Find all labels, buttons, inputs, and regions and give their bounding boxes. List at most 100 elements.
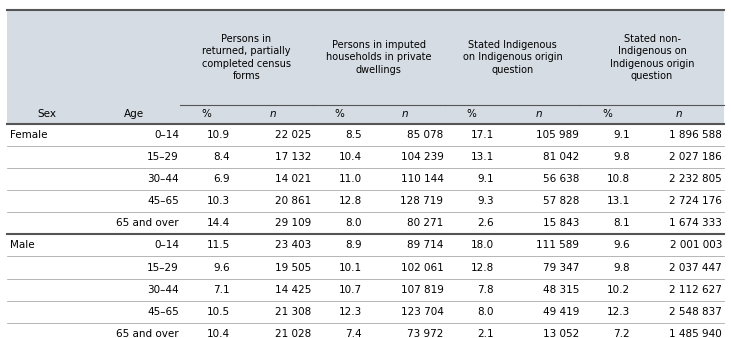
Text: 18.0: 18.0	[471, 240, 494, 250]
Text: 19 505: 19 505	[275, 263, 311, 272]
Text: 9.6: 9.6	[613, 240, 629, 250]
Text: 29 109: 29 109	[275, 218, 311, 228]
Text: 15–29: 15–29	[147, 152, 179, 162]
Text: 105 989: 105 989	[536, 130, 579, 140]
Text: 10.3: 10.3	[206, 196, 230, 206]
Text: 30–44: 30–44	[147, 174, 179, 184]
Text: 12.3: 12.3	[338, 307, 362, 317]
Text: %: %	[602, 109, 612, 119]
Text: 7.2: 7.2	[613, 329, 629, 338]
Text: 9.8: 9.8	[613, 263, 629, 272]
Text: 73 972: 73 972	[407, 329, 444, 338]
Text: 1 674 333: 1 674 333	[670, 218, 722, 228]
Text: 2 112 627: 2 112 627	[670, 285, 722, 295]
Text: 9.8: 9.8	[613, 152, 629, 162]
Text: 9.1: 9.1	[613, 130, 629, 140]
Text: Stated non-
Indigenous on
Indigenous origin
question: Stated non- Indigenous on Indigenous ori…	[610, 34, 694, 81]
Text: n: n	[402, 109, 409, 119]
Text: 8.5: 8.5	[345, 130, 362, 140]
Text: 0–14: 0–14	[154, 240, 179, 250]
Text: 9.6: 9.6	[213, 263, 230, 272]
Text: 104 239: 104 239	[401, 152, 444, 162]
Text: 17 132: 17 132	[275, 152, 311, 162]
Text: 14.4: 14.4	[206, 218, 230, 228]
Text: 2.1: 2.1	[477, 329, 494, 338]
Text: 13.1: 13.1	[607, 196, 629, 206]
Text: 9.1: 9.1	[477, 174, 494, 184]
Text: %: %	[202, 109, 212, 119]
Text: 110 144: 110 144	[401, 174, 444, 184]
Text: Male: Male	[10, 240, 34, 250]
Text: 13 052: 13 052	[542, 329, 579, 338]
Text: 8.1: 8.1	[613, 218, 629, 228]
Text: 12.3: 12.3	[607, 307, 629, 317]
Text: 21 308: 21 308	[275, 307, 311, 317]
Text: 89 714: 89 714	[407, 240, 444, 250]
Text: 2 548 837: 2 548 837	[670, 307, 722, 317]
Text: 10.9: 10.9	[206, 130, 230, 140]
Text: 15 843: 15 843	[542, 218, 579, 228]
Text: 7.4: 7.4	[345, 329, 362, 338]
Text: 14 021: 14 021	[275, 174, 311, 184]
Text: 12.8: 12.8	[338, 196, 362, 206]
Text: 11.5: 11.5	[206, 240, 230, 250]
Text: 48 315: 48 315	[542, 285, 579, 295]
Text: n: n	[270, 109, 276, 119]
Text: 2 232 805: 2 232 805	[670, 174, 722, 184]
Text: 128 719: 128 719	[401, 196, 444, 206]
Text: 56 638: 56 638	[542, 174, 579, 184]
Text: 2 027 186: 2 027 186	[670, 152, 722, 162]
Text: 14 425: 14 425	[275, 285, 311, 295]
Text: 17.1: 17.1	[471, 130, 494, 140]
Text: 30–44: 30–44	[147, 285, 179, 295]
Text: 8.0: 8.0	[345, 218, 362, 228]
Text: 2 724 176: 2 724 176	[670, 196, 722, 206]
Text: 10.5: 10.5	[206, 307, 230, 317]
Text: 111 589: 111 589	[536, 240, 579, 250]
Text: 80 271: 80 271	[407, 218, 444, 228]
Text: 8.9: 8.9	[345, 240, 362, 250]
Text: 65 and over: 65 and over	[116, 329, 179, 338]
Text: 57 828: 57 828	[542, 196, 579, 206]
Text: Stated Indigenous
on Indigenous origin
question: Stated Indigenous on Indigenous origin q…	[463, 40, 563, 75]
Text: 10.7: 10.7	[338, 285, 362, 295]
Text: 102 061: 102 061	[401, 263, 444, 272]
Text: 23 403: 23 403	[275, 240, 311, 250]
Text: 0–14: 0–14	[154, 130, 179, 140]
Text: 7.8: 7.8	[477, 285, 494, 295]
Text: Female: Female	[10, 130, 47, 140]
Text: n: n	[675, 109, 682, 119]
Text: 79 347: 79 347	[542, 263, 579, 272]
Text: 10.4: 10.4	[338, 152, 362, 162]
Text: 12.8: 12.8	[471, 263, 494, 272]
Text: 21 028: 21 028	[275, 329, 311, 338]
Text: 2 001 003: 2 001 003	[670, 240, 722, 250]
Text: 45–65: 45–65	[147, 196, 179, 206]
Text: 10.8: 10.8	[607, 174, 629, 184]
Text: 2 037 447: 2 037 447	[670, 263, 722, 272]
Text: 11.0: 11.0	[338, 174, 362, 184]
Text: 10.4: 10.4	[206, 329, 230, 338]
Text: 1 485 940: 1 485 940	[670, 329, 722, 338]
Text: 65 and over: 65 and over	[116, 218, 179, 228]
Text: 10.1: 10.1	[338, 263, 362, 272]
Text: 8.4: 8.4	[213, 152, 230, 162]
Text: 81 042: 81 042	[542, 152, 579, 162]
Text: 123 704: 123 704	[401, 307, 444, 317]
Text: 13.1: 13.1	[471, 152, 494, 162]
Text: 20 861: 20 861	[275, 196, 311, 206]
Text: 8.0: 8.0	[477, 307, 494, 317]
Text: 49 419: 49 419	[542, 307, 579, 317]
Text: %: %	[466, 109, 476, 119]
Text: Persons in imputed
households in private
dwellings: Persons in imputed households in private…	[326, 40, 431, 75]
Text: 85 078: 85 078	[407, 130, 444, 140]
Text: 22 025: 22 025	[275, 130, 311, 140]
Bar	[7, 105, 724, 124]
Text: 15–29: 15–29	[147, 263, 179, 272]
Text: Persons in
returned, partially
completed census
forms: Persons in returned, partially completed…	[202, 34, 291, 81]
Text: 9.3: 9.3	[477, 196, 494, 206]
Text: 45–65: 45–65	[147, 307, 179, 317]
Text: Sex: Sex	[37, 109, 56, 119]
Text: 6.9: 6.9	[213, 174, 230, 184]
Text: %: %	[334, 109, 344, 119]
